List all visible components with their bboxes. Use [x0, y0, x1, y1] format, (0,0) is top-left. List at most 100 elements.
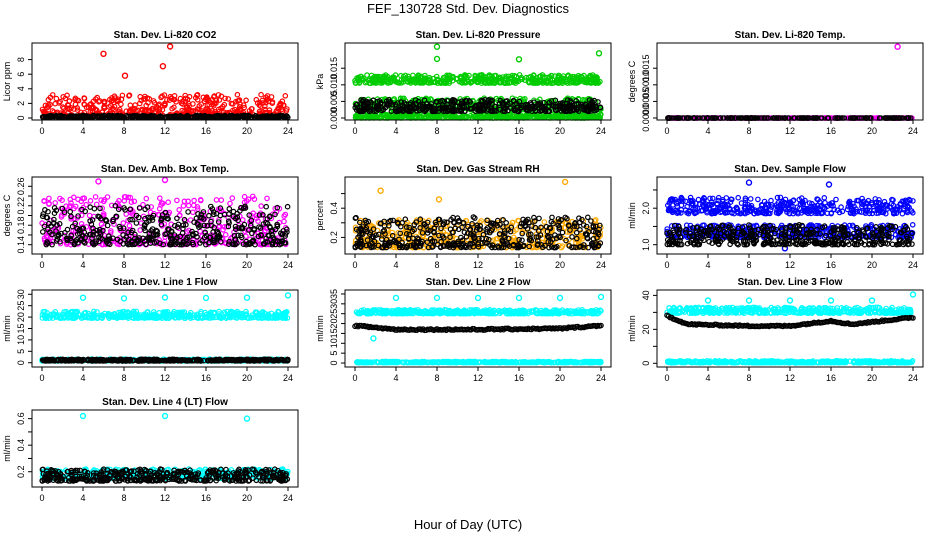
x-tick-label: 0	[664, 126, 669, 136]
data-point	[258, 203, 265, 209]
panel-title: Stan. Dev. Li-820 Pressure	[416, 30, 541, 41]
data-point	[67, 208, 74, 215]
data-points	[39, 176, 291, 248]
data-point	[277, 100, 284, 107]
x-tick-label: 8	[121, 260, 126, 270]
data-point	[207, 99, 213, 105]
data-point	[186, 93, 193, 100]
data-points	[664, 179, 916, 252]
data-point	[100, 50, 107, 57]
x-tick-label: 12	[473, 260, 483, 270]
data-point	[166, 43, 174, 50]
x-axis: 0 4 8 12 16 20 24	[39, 254, 293, 270]
data-point	[433, 43, 441, 50]
data-point	[229, 195, 236, 201]
data-point	[101, 98, 108, 105]
data-point	[364, 72, 370, 78]
data-point	[541, 219, 548, 225]
data-point	[196, 106, 202, 113]
data-point	[104, 222, 111, 229]
y-tick-label: 8	[16, 57, 26, 62]
data-point	[159, 62, 167, 70]
data-point	[284, 203, 291, 210]
data-point	[204, 102, 211, 108]
y-tick-label: 0.26	[16, 178, 26, 196]
data-point	[220, 103, 226, 110]
panel-frame	[656, 42, 924, 121]
y-axis-label: degrees C	[627, 60, 637, 102]
data-point	[216, 97, 223, 103]
data-point	[218, 197, 225, 203]
data-point	[185, 106, 192, 112]
data-point	[273, 108, 280, 114]
x-tick-label: 8	[746, 126, 751, 136]
data-point	[585, 244, 592, 251]
panel-title: Stan. Dev. Li-820 CO2	[114, 30, 217, 41]
data-point	[227, 200, 233, 207]
data-point	[143, 102, 150, 109]
data-point	[240, 102, 247, 108]
data-point	[121, 72, 129, 79]
data-point	[263, 203, 270, 210]
data-point	[127, 107, 133, 114]
y-tick-label: 0.2	[329, 231, 339, 244]
panel-title: Stan. Dev. Li-820 Temp.	[735, 30, 846, 41]
x-tick-label: 0	[39, 126, 44, 136]
x-tick-label: 0	[39, 260, 44, 270]
data-point	[433, 55, 441, 63]
data-point	[119, 92, 126, 99]
data-point	[549, 214, 555, 221]
data-point	[126, 93, 132, 99]
panel-4: Stan. Dev. Amb. Box Temp.degrees C0 4 8 12 1…	[2, 164, 299, 270]
data-point	[142, 95, 148, 102]
data-point	[180, 203, 187, 209]
data-point	[59, 104, 66, 110]
data-point	[93, 201, 100, 208]
y-tick-label: 0.0015	[641, 54, 651, 82]
data-point	[87, 102, 93, 108]
data-point	[213, 100, 219, 107]
x-tick-label: 4	[393, 126, 398, 136]
x-axis: 0 4 8 12 16 20 24	[352, 254, 606, 270]
data-point	[569, 234, 575, 240]
x-tick-label: 20	[555, 126, 565, 136]
data-point	[821, 195, 828, 201]
data-point	[133, 220, 140, 226]
data-point	[92, 194, 99, 200]
data-point	[95, 178, 102, 185]
data-point	[116, 106, 123, 113]
data-point	[515, 56, 523, 63]
data-point	[162, 101, 168, 108]
x-tick-label: 8	[121, 126, 126, 136]
data-point	[75, 97, 82, 104]
data-point	[282, 93, 289, 99]
data-point	[101, 104, 107, 111]
x-tick-label: 20	[242, 260, 252, 270]
data-point	[72, 101, 79, 108]
x-tick-label: 16	[201, 126, 211, 136]
data-point	[263, 94, 269, 101]
data-point	[263, 97, 270, 103]
data-point	[110, 99, 117, 106]
data-point	[107, 96, 113, 103]
data-point	[254, 100, 261, 106]
data-point	[258, 91, 264, 98]
y-tick-label: 0.015	[329, 57, 339, 80]
x-tick-label: 4	[80, 260, 85, 270]
data-point	[39, 229, 46, 235]
data-point	[161, 92, 168, 98]
data-point	[283, 108, 290, 114]
data-point	[165, 199, 172, 206]
data-point	[173, 99, 179, 105]
y-axis-label: ml/min	[627, 202, 637, 229]
x-tick-label: 8	[434, 260, 439, 270]
y-tick-label: 6	[16, 72, 26, 77]
data-point	[894, 43, 901, 50]
y-tick-label: 2	[16, 101, 26, 106]
y-axis-label: percent	[315, 200, 325, 231]
x-tick-label: 20	[242, 126, 252, 136]
